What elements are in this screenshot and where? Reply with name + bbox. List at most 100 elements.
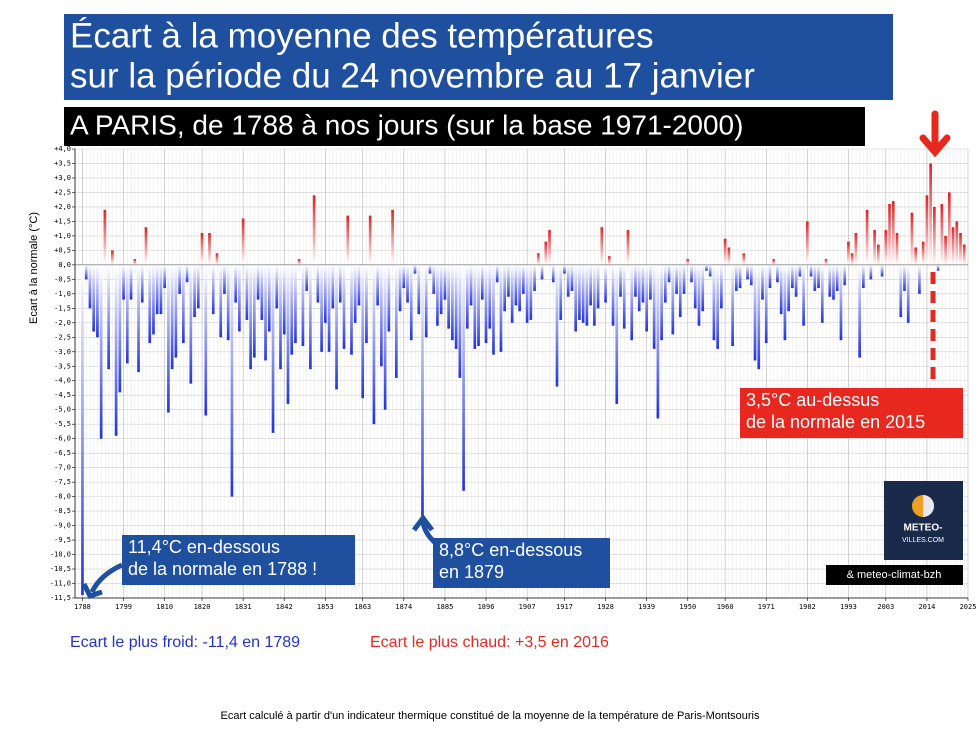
bar	[380, 264, 383, 367]
bar	[383, 264, 387, 410]
bar	[118, 264, 122, 393]
bar	[798, 264, 802, 277]
bar	[619, 264, 622, 297]
bar	[645, 264, 649, 332]
bar	[148, 264, 152, 344]
bar	[876, 244, 880, 265]
bar	[540, 264, 544, 280]
title-box	[64, 14, 893, 100]
bar	[764, 264, 768, 344]
bar	[409, 264, 413, 341]
bar	[809, 264, 813, 277]
annotation: 11,4°C en-dessous	[128, 537, 280, 557]
bar	[387, 264, 391, 332]
bar	[518, 264, 521, 312]
x-tick-label: 1831	[235, 603, 252, 611]
bar	[193, 264, 196, 318]
bar	[794, 264, 798, 297]
x-tick-label: 1799	[115, 603, 132, 611]
bar	[824, 259, 828, 265]
bar	[593, 264, 596, 326]
bar	[226, 264, 230, 341]
bar	[880, 264, 884, 277]
y-tick-label: +0,5	[54, 246, 71, 254]
x-tick-label: 1842	[276, 603, 293, 611]
bar	[81, 264, 84, 596]
bar	[492, 264, 495, 355]
x-tick-label: 1971	[758, 603, 775, 611]
bar	[204, 264, 208, 416]
bar	[477, 264, 480, 346]
y-tick-label: -4,5	[54, 391, 71, 399]
bar	[361, 264, 365, 399]
bar	[167, 264, 170, 413]
y-tick-label: 0,0	[58, 261, 71, 269]
bar	[522, 264, 525, 294]
bar	[178, 264, 181, 294]
y-tick-label: +1,5	[54, 217, 71, 225]
y-tick-label: -7,5	[54, 478, 71, 486]
bar	[600, 227, 604, 265]
bar	[955, 221, 959, 265]
bar	[850, 253, 854, 265]
bar	[891, 201, 895, 265]
bar	[144, 227, 148, 265]
bar	[570, 264, 574, 291]
bar	[331, 264, 335, 309]
bar	[787, 264, 790, 312]
bar	[163, 264, 167, 289]
y-tick-label: -7,0	[54, 464, 71, 472]
bar	[791, 264, 794, 289]
bar	[353, 264, 357, 323]
bar	[507, 264, 510, 297]
y-tick-label: -3,5	[54, 362, 71, 370]
bar	[473, 264, 477, 349]
bar	[813, 264, 817, 291]
bar	[484, 264, 488, 344]
bar	[234, 264, 238, 303]
bar	[805, 221, 809, 265]
bar	[675, 264, 678, 294]
x-tick-label: 1993	[840, 603, 857, 611]
bar	[757, 264, 761, 370]
bar	[746, 264, 749, 280]
bar	[779, 264, 783, 315]
bar	[622, 264, 626, 329]
annotation-box	[740, 388, 963, 438]
bar	[133, 259, 137, 265]
bar	[727, 247, 731, 265]
bar	[858, 264, 861, 358]
bar	[634, 264, 637, 297]
bar	[488, 264, 492, 329]
bar	[122, 264, 125, 300]
bar	[678, 264, 682, 318]
bar	[559, 264, 563, 320]
bar	[772, 259, 776, 265]
bar	[903, 264, 906, 291]
bar	[940, 204, 944, 265]
bar	[465, 264, 469, 329]
bar	[323, 264, 327, 323]
bar	[436, 264, 439, 326]
bar	[705, 264, 708, 271]
bar	[581, 264, 585, 323]
x-tick-label: 1874	[395, 603, 412, 611]
bar	[406, 264, 409, 303]
bar	[294, 264, 297, 344]
x-tick-label: 1810	[156, 603, 173, 611]
bar	[776, 264, 779, 283]
bar	[245, 264, 249, 320]
bar	[615, 264, 619, 404]
bar	[555, 264, 559, 387]
bar	[820, 264, 824, 323]
y-tick-label: +2,5	[54, 188, 71, 196]
bar	[372, 264, 376, 425]
bar	[208, 233, 211, 265]
annotation: 3,5°C au-dessus	[746, 390, 879, 410]
bar	[238, 264, 241, 332]
x-tick-label: 2014	[918, 603, 935, 611]
bar	[196, 264, 200, 309]
bar	[529, 264, 533, 320]
x-tick-label: 1928	[597, 603, 614, 611]
